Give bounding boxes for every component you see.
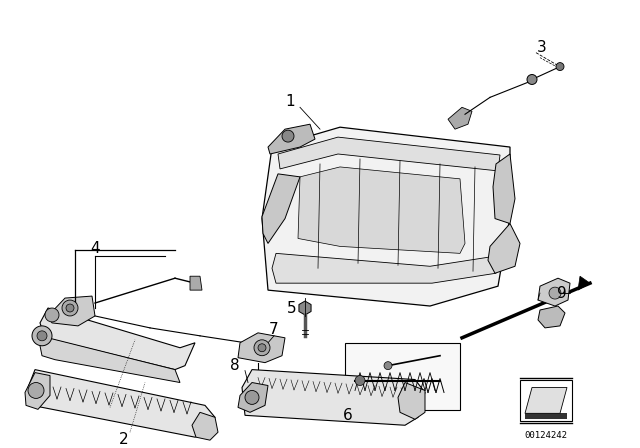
Polygon shape — [578, 276, 590, 290]
Text: 6: 6 — [343, 408, 353, 423]
Polygon shape — [262, 127, 510, 306]
Polygon shape — [28, 370, 215, 437]
Polygon shape — [299, 301, 311, 315]
Text: 4: 4 — [90, 241, 100, 256]
Text: 2: 2 — [119, 432, 129, 447]
Circle shape — [254, 340, 270, 356]
Polygon shape — [268, 124, 315, 154]
Polygon shape — [398, 383, 425, 419]
Text: 00124242: 00124242 — [525, 431, 568, 440]
Polygon shape — [538, 306, 565, 328]
Polygon shape — [238, 383, 268, 412]
Polygon shape — [538, 278, 570, 306]
Polygon shape — [192, 412, 218, 440]
Circle shape — [32, 326, 52, 346]
Circle shape — [527, 74, 537, 85]
Polygon shape — [190, 276, 202, 290]
Polygon shape — [493, 154, 515, 224]
Polygon shape — [25, 373, 50, 409]
Polygon shape — [48, 296, 95, 326]
Text: 1: 1 — [285, 94, 295, 109]
Text: 3: 3 — [537, 40, 547, 55]
Polygon shape — [40, 308, 195, 370]
Polygon shape — [262, 174, 300, 243]
Text: 7: 7 — [269, 323, 279, 337]
Polygon shape — [525, 388, 567, 414]
Circle shape — [556, 63, 564, 70]
Circle shape — [37, 331, 47, 341]
Circle shape — [62, 300, 78, 316]
Circle shape — [45, 308, 59, 322]
Circle shape — [549, 287, 561, 299]
Bar — [525, 414, 567, 419]
Bar — [520, 379, 572, 421]
Polygon shape — [40, 338, 180, 383]
Polygon shape — [278, 137, 500, 171]
Polygon shape — [298, 167, 465, 254]
Polygon shape — [488, 224, 520, 273]
Circle shape — [258, 344, 266, 352]
Text: 5: 5 — [287, 301, 297, 315]
Circle shape — [245, 391, 259, 405]
Bar — [345, 343, 460, 410]
Polygon shape — [242, 370, 425, 425]
Polygon shape — [238, 333, 285, 362]
Text: 8: 8 — [230, 358, 240, 373]
Circle shape — [282, 130, 294, 142]
Circle shape — [28, 383, 44, 398]
Circle shape — [384, 362, 392, 370]
Polygon shape — [272, 254, 496, 283]
Circle shape — [66, 304, 74, 312]
Circle shape — [355, 375, 365, 386]
Polygon shape — [448, 108, 472, 129]
Text: 9: 9 — [557, 286, 567, 301]
